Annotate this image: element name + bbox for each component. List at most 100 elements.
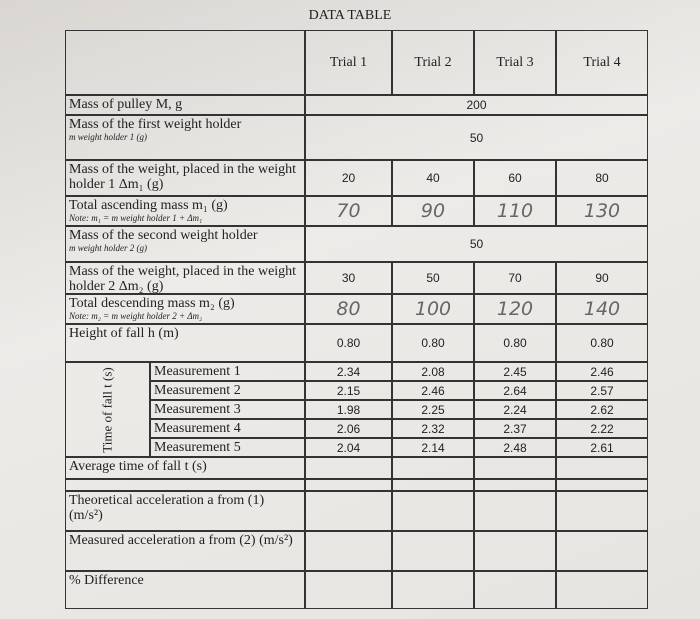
table-cell [305,491,392,531]
row-label: Measurement 4 [154,421,241,436]
table-cell: Mass of the weight, placed in the weight… [65,160,305,196]
table-cell: 0.80 [474,324,556,362]
table-cell: 40 [392,160,474,196]
group-label: Time of fall t (s) [99,366,115,453]
table-cell [556,531,648,571]
cell-value: 2.15 [336,383,361,398]
table-cell: 2.34 [305,362,392,381]
cell-value: 2.25 [421,402,445,417]
table-cell: 20 [305,160,392,196]
table-cell [305,571,392,609]
table-cell [474,571,556,609]
cell-value: 2.24 [503,402,527,417]
row-sublabel: Note: m₁ = m weight holder 1 + Δm₁ [69,213,203,223]
table-title: DATA TABLE [308,8,392,23]
table-cell: Mass of pulley M, g [65,95,305,115]
table-cell: 2.15 [305,381,392,400]
table-cell [392,571,474,609]
table-cell [305,457,392,479]
table-cell [556,491,648,531]
table-cell: Measured acceleration a from (2) (m/s²) [65,531,305,571]
row-label: % Difference [69,573,144,588]
cell-value: 0.80 [421,336,445,350]
row-label: Mass of the second weight holder [69,228,258,243]
cell-value: 80 [595,171,609,185]
table-cell: 2.24 [474,400,556,419]
table-cell: Trial 2 [392,30,474,95]
table-cell: 2.08 [392,362,474,381]
table-cell [392,457,474,479]
table-cell: 200 [305,95,648,115]
table-cell [305,479,392,491]
row-label: Mass of the weight, placed in the weight… [69,264,297,294]
cell-value: 2.22 [590,421,614,436]
table-cell: 100 [392,294,474,324]
cell-value: 2.46 [421,383,445,398]
cell-value: 90 [595,271,609,285]
row-label: Height of fall h (m) [69,326,179,341]
table-cell: 50 [305,115,648,160]
table-cell: 2.46 [556,362,648,381]
cell-value: 2.62 [590,402,614,417]
row-label: Mass of the first weight holder [69,117,242,132]
cell-value: 0.80 [503,336,527,350]
table-cell: 30 [305,262,392,294]
table-cell [474,491,556,531]
row-label: Measured acceleration a from (2) (m/s²) [69,533,293,548]
table-cell: 0.80 [556,324,648,362]
cell-value: 70 [336,200,361,222]
cell-value: 2.57 [590,383,614,398]
row-label: Mass of the weight, placed in the weight… [69,162,297,192]
cell-value: 2.48 [503,440,527,455]
table-cell: 1.98 [305,400,392,419]
row-label: Average time of fall t (s) [69,459,207,474]
table-cell [65,30,305,95]
table-cell: Mass of the first weight holder m weight … [65,115,305,160]
table-cell: 90 [392,196,474,226]
table-cell: 2.04 [305,438,392,457]
table-cell: 80 [556,160,648,196]
table-cell: Theoretical acceleration a from (1) (m/s… [65,491,305,531]
table-cell: 2.06 [305,419,392,438]
table-cell: 50 [392,262,474,294]
cell-value: 100 [414,298,452,320]
row-label: Measurement 1 [154,364,241,379]
row-label: Total ascending mass m₁ (g) [69,198,228,213]
row-label: Total descending mass m₂ (g) [69,296,235,311]
cell-value: 80 [336,298,361,320]
table-cell: 70 [305,196,392,226]
table-cell: 70 [474,262,556,294]
table-cell [474,531,556,571]
table-cell: 2.14 [392,438,474,457]
column-header: Trial 2 [414,54,452,70]
table-cell: 0.80 [305,324,392,362]
table-cell: 2.25 [392,400,474,419]
table-cell [556,457,648,479]
table-cell: 110 [474,196,556,226]
table-cell: 60 [474,160,556,196]
cell-value: 2.08 [421,364,445,379]
table-cell: 2.61 [556,438,648,457]
table-cell: 2.48 [474,438,556,457]
table-cell: 0.80 [392,324,474,362]
table-cell: Trial 4 [556,30,648,95]
table-cell: 2.57 [556,381,648,400]
cell-value: 2.37 [503,421,527,436]
cell-value: 130 [583,200,621,222]
table-cell: 50 [305,226,648,262]
table-cell [305,531,392,571]
cell-value: 2.61 [590,440,614,455]
table-cell [392,491,474,531]
cell-value: 20 [341,171,356,185]
table-cell [392,531,474,571]
table-cell: 2.37 [474,419,556,438]
cell-value: 120 [496,298,534,320]
table-cell: Mass of the second weight holder m weight… [65,226,305,262]
table-cell: 2.46 [392,381,474,400]
cell-value: 2.34 [336,364,361,379]
row-label: Mass of pulley M, g [69,97,183,112]
table-cell: 90 [556,262,648,294]
table-cell [392,479,474,491]
table-cell: Measurement 4 [150,419,305,438]
